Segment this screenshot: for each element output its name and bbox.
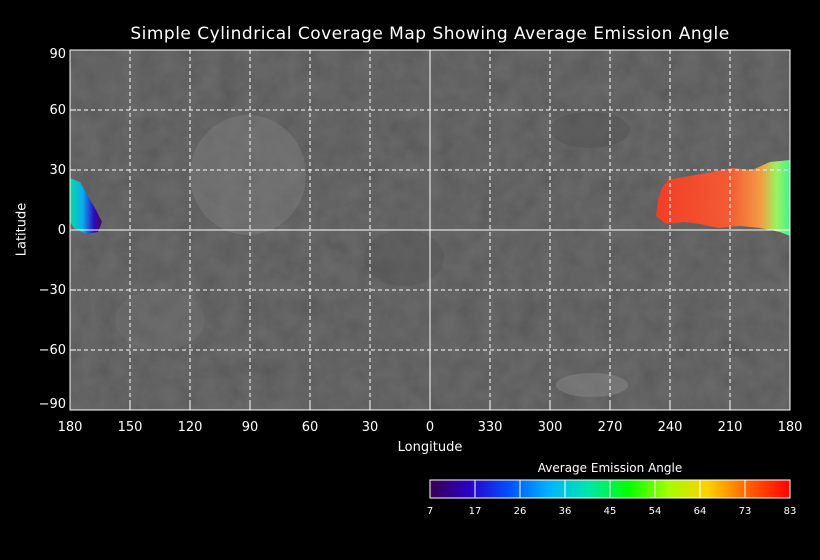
coverage-patch-east bbox=[656, 160, 790, 236]
x-tick-label: 150 bbox=[117, 420, 143, 435]
colorbar-tick-label: 36 bbox=[558, 506, 572, 517]
colorbar-tick-label: 73 bbox=[738, 506, 752, 517]
y-tick-label: 60 bbox=[49, 103, 66, 118]
colorbar-tick-label: 7 bbox=[426, 506, 434, 517]
map-title: Simple Cylindrical Coverage Map Showing … bbox=[130, 24, 730, 44]
colorbar-dividers bbox=[474, 480, 746, 498]
colorbar-tick-label: 83 bbox=[783, 506, 797, 517]
colorbar-tick-label: 17 bbox=[468, 506, 482, 517]
y-tick-label: 30 bbox=[49, 163, 66, 178]
x-tick-label: 240 bbox=[657, 420, 683, 435]
colorbar-tick-label: 54 bbox=[648, 506, 662, 517]
x-tick-label: 60 bbox=[301, 420, 319, 435]
x-tick-label: 90 bbox=[241, 420, 259, 435]
axis-ticks bbox=[69, 49, 791, 411]
x-tick-label: 210 bbox=[717, 420, 743, 435]
x-tick-label: 30 bbox=[361, 420, 379, 435]
colorbar bbox=[429, 479, 791, 499]
y-tick-label: −30 bbox=[38, 283, 66, 298]
y-tick-label: 0 bbox=[57, 223, 66, 238]
x-tick-label: 180 bbox=[57, 420, 83, 435]
y-tick-label: 90 bbox=[49, 47, 66, 62]
coverage-patch-west bbox=[70, 178, 102, 234]
y-tick-label: −90 bbox=[38, 397, 66, 412]
y-tick-label: −60 bbox=[38, 343, 66, 358]
x-tick-label: 180 bbox=[777, 420, 803, 435]
colorbar-tick-label: 64 bbox=[693, 506, 707, 517]
colorbar-tick-label: 45 bbox=[603, 506, 617, 517]
x-tick-label: 120 bbox=[177, 420, 203, 435]
x-tick-label: 300 bbox=[537, 420, 563, 435]
coverage-overlay bbox=[70, 160, 790, 236]
x-axis-label: Longitude bbox=[397, 440, 463, 455]
x-tick-label: 0 bbox=[425, 420, 435, 435]
colorbar-tick-label: 26 bbox=[513, 506, 527, 517]
x-tick-label: 330 bbox=[477, 420, 503, 435]
colorbar-title: Average Emission Angle bbox=[537, 461, 683, 475]
map-center-lines bbox=[70, 50, 790, 410]
x-tick-label: 270 bbox=[597, 420, 623, 435]
